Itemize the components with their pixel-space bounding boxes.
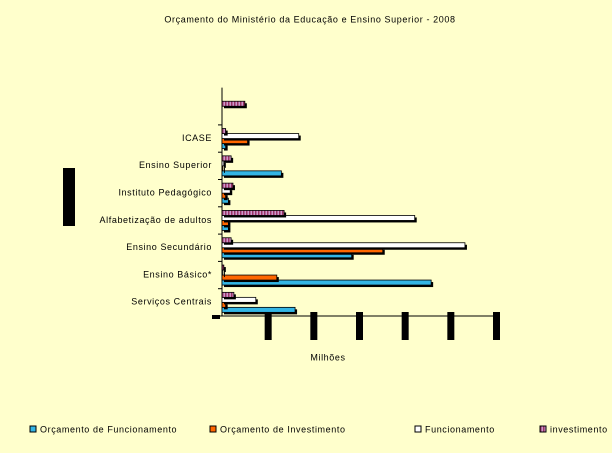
legend-label: Orçamento de Investimento: [220, 424, 346, 434]
legend-swatch: [30, 426, 36, 432]
y-tick-label: Alfabetização de adultos: [100, 215, 212, 225]
y-tick-label: Serviços Centrais: [131, 297, 212, 307]
chart: Orçamento do Ministério da Educação e En…: [0, 0, 612, 453]
page: Orçamento do Ministério da Educação e En…: [0, 0, 612, 453]
bar: [222, 307, 295, 312]
y-tick-label: Ensino Secundário: [126, 242, 212, 252]
legend-swatch: [540, 426, 546, 432]
bar: [222, 161, 224, 166]
legend-label: Orçamento de Funcionamento: [40, 424, 177, 434]
bar: [222, 129, 226, 134]
bar: [222, 265, 224, 270]
y-tick-label: Instituto Pedagógico: [118, 188, 212, 198]
y-tick-label: ICASE: [182, 133, 212, 143]
bar-shadow: [224, 163, 226, 168]
bar: [222, 243, 465, 248]
background: [0, 0, 612, 453]
legend-label: investimento: [550, 424, 608, 434]
bar: [222, 171, 281, 176]
x-axis-label: Milhões: [310, 352, 345, 362]
bar-shadow: [224, 267, 226, 272]
chart-title: Orçamento do Ministério da Educação e En…: [164, 14, 455, 24]
bar: [222, 210, 284, 215]
bar: [222, 134, 299, 139]
bar: [222, 156, 231, 161]
bar: [222, 101, 245, 106]
redacted-axis-label: [63, 168, 75, 226]
bar: [222, 292, 234, 297]
bar: [222, 275, 277, 280]
bar-shadow: [224, 168, 225, 173]
legend-swatch: [415, 426, 421, 432]
y-tick-label: Ensino Superior: [139, 160, 212, 170]
bar: [222, 183, 233, 188]
bar: [222, 270, 223, 275]
bar: [222, 238, 231, 243]
legend-label: Funcionamento: [425, 424, 495, 434]
y-tick-label: Ensino Básico*: [143, 269, 212, 279]
legend-swatch: [210, 426, 216, 432]
bar-shadow: [224, 272, 225, 277]
bar: [222, 166, 223, 171]
